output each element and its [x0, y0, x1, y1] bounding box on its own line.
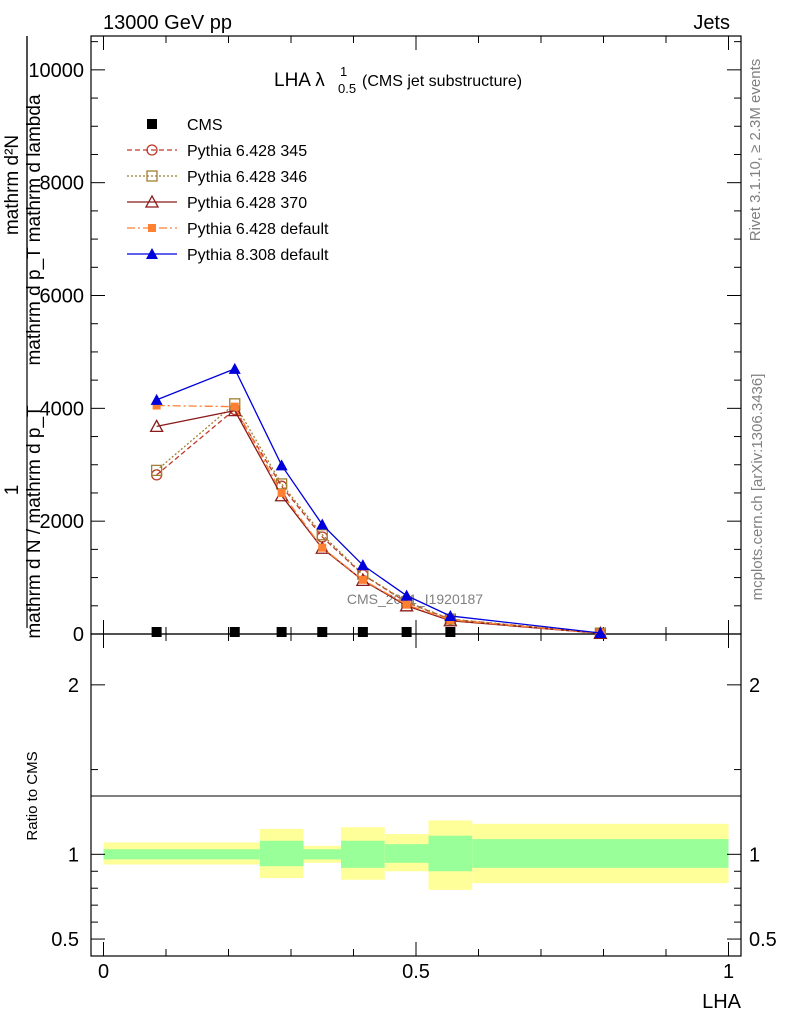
legend-entry-2: Pythia 6.428 346: [127, 169, 307, 186]
series-point-2: [316, 529, 328, 541]
series-0: [151, 627, 456, 637]
legend-label-3: Pythia 6.428 370: [187, 195, 307, 212]
series-line-4: [156, 404, 601, 634]
series-point-2: [150, 464, 163, 477]
ratio-ytick-label-left: 1: [68, 844, 79, 866]
ylabel-right-bottom: mathrm d p_T mathrm d lambda: [24, 94, 45, 365]
x-axis-label: LHA: [702, 991, 742, 1013]
plot-title-main-text: LHA λ: [274, 70, 325, 91]
ratio-ytick-label-right: 0.5: [749, 929, 777, 951]
ratio-bands: [103, 820, 729, 890]
main-ytick-label: 4000: [40, 398, 85, 420]
series-point-4: [358, 575, 367, 584]
series-point-4: [402, 600, 411, 609]
series-point-5: [356, 559, 369, 571]
plot-title-superscript: 1: [340, 64, 347, 79]
plot-title-main: LHA λ: [274, 70, 325, 91]
series-point-0: [445, 627, 456, 637]
plot-title: LHA λ 1 0.5 (CMS jet substructure): [274, 64, 522, 96]
series-point-5: [228, 362, 241, 374]
ylabel-right-top: mathrm d²N: [2, 135, 23, 235]
main-ytick-label: 8000: [40, 173, 85, 195]
series-point-3: [149, 419, 164, 433]
series-point-0: [357, 627, 368, 637]
series-point-0: [229, 627, 240, 637]
series-point-4: [230, 402, 239, 411]
header-left-title: 13000 GeV pp: [103, 12, 232, 34]
series-point-0: [317, 627, 328, 637]
series-point-0: [401, 627, 412, 637]
series-point-5: [594, 626, 607, 638]
legend-marker-5: [146, 248, 158, 259]
xtick-label: 0: [98, 961, 109, 983]
ratio-frame: [90, 633, 742, 957]
series-point-5: [275, 459, 288, 471]
series-line-2: [156, 402, 601, 634]
legend: CMS Pythia 6.428 345 Pythia 6.428 346 Pythi…: [127, 117, 329, 264]
legend-entry-0: CMS: [147, 117, 223, 134]
ratio-ylabel: Ratio to CMS: [24, 751, 41, 840]
series-point-5: [316, 518, 329, 530]
legend-marker-4: [148, 224, 156, 232]
legend-entry-3: Pythia 6.428 370: [127, 194, 307, 212]
legend-marker-1: [146, 144, 158, 156]
plot-title-suffix: (CMS jet substructure): [362, 73, 522, 90]
xtick-label: 0.5: [402, 961, 430, 983]
ratio-ytick-label-left: 0.5: [51, 929, 79, 951]
ratio-green-band-6: [472, 839, 729, 868]
ratio-green-band-2: [303, 849, 341, 860]
series-point-0: [276, 627, 287, 637]
header-right-title: Jets: [693, 12, 730, 34]
rivet-label: Rivet 3.1.10, ≥ 2.3M events: [747, 59, 764, 242]
legend-label-2: Pythia 6.428 346: [187, 169, 307, 186]
legend-label-5: Pythia 8.308 default: [187, 247, 329, 264]
legend-marker-0: [147, 119, 157, 129]
legend-label-0: CMS: [187, 117, 223, 134]
legend-entry-5: Pythia 8.308 default: [127, 247, 329, 264]
series-point-4: [318, 543, 327, 552]
ratio-ytick-label-right: 1: [749, 844, 760, 866]
main-ytick-label: 0: [73, 624, 84, 646]
ylabel-numerator: 1: [2, 485, 23, 496]
series-point-0: [151, 627, 162, 637]
data-series: [149, 362, 608, 639]
series-line-3: [156, 409, 601, 634]
legend-entry-4: Pythia 6.428 default: [127, 221, 329, 238]
ratio-green-band-0: [103, 849, 260, 860]
series-point-5: [444, 609, 457, 621]
main-ytick-label: 6000: [40, 286, 85, 308]
main-ytick-label: 2000: [40, 511, 85, 533]
ratio-green-band-4: [384, 844, 429, 863]
legend-label-4: Pythia 6.428 default: [187, 221, 329, 238]
series-point-5: [400, 589, 413, 601]
main-ytick-label: 10000: [28, 60, 84, 82]
ylabel-denominator: mathrm d N / mathrm d p_T: [24, 405, 45, 639]
ratio-green-band-3: [341, 840, 385, 868]
series-5: [150, 362, 607, 638]
series-point-5: [150, 393, 163, 405]
xtick-label: 1: [723, 961, 734, 983]
legend-label-1: Pythia 6.428 345: [187, 143, 307, 160]
legend-marker-3: [144, 194, 160, 208]
main-ylabel: 1 mathrm d N / mathrm d p_T mathrm d²N m…: [2, 36, 45, 639]
legend-marker-2: [146, 170, 158, 182]
series-point-4: [152, 401, 161, 410]
ratio-ytick-label-right: 2: [749, 675, 760, 697]
ratio-green-band-5: [428, 835, 473, 872]
series-line-5: [156, 368, 601, 634]
ratio-green-band-1: [259, 840, 304, 867]
plot-title-subscript: 0.5: [338, 81, 356, 96]
legend-entry-1: Pythia 6.428 345: [127, 143, 307, 160]
ratio-ytick-label-left: 2: [68, 675, 79, 697]
series-point-4: [277, 488, 286, 497]
mcplots-label: mcplots.cern.ch [arXiv:1306.3436]: [749, 374, 766, 601]
